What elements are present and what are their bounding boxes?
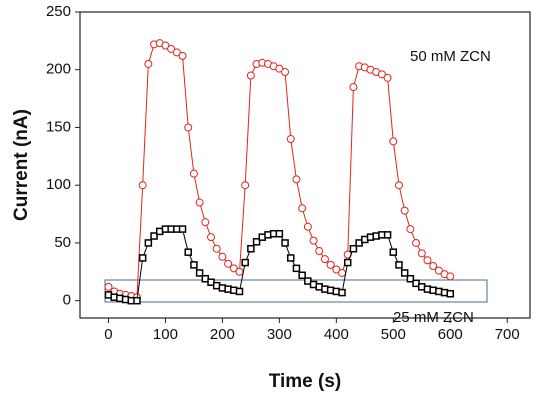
data-point bbox=[389, 248, 398, 256]
data-point bbox=[446, 272, 455, 281]
data-point bbox=[298, 204, 307, 213]
data-point bbox=[218, 252, 227, 261]
y-tick-label: 250 bbox=[46, 3, 71, 20]
plot-frame bbox=[79, 11, 531, 319]
y-tick-label: 100 bbox=[46, 176, 71, 193]
x-tick-label: 400 bbox=[324, 326, 349, 343]
data-point bbox=[434, 266, 443, 275]
data-point bbox=[429, 262, 438, 271]
x-tick-label: 100 bbox=[153, 326, 178, 343]
x-tick-label: 500 bbox=[381, 326, 406, 343]
data-point bbox=[235, 267, 244, 276]
data-point bbox=[400, 269, 409, 277]
data-point bbox=[224, 259, 233, 268]
data-point bbox=[252, 238, 261, 246]
data-point bbox=[383, 73, 392, 82]
data-point bbox=[229, 264, 238, 273]
data-point bbox=[298, 271, 306, 280]
x-tick-label: 600 bbox=[438, 326, 463, 343]
data-point bbox=[247, 244, 255, 253]
data-point bbox=[246, 71, 255, 80]
y-tick-label: 50 bbox=[54, 234, 71, 251]
data-point bbox=[241, 181, 250, 190]
data-point bbox=[309, 236, 318, 245]
data-point bbox=[281, 239, 289, 247]
data-point bbox=[303, 222, 312, 231]
data-point bbox=[412, 238, 421, 247]
data-point bbox=[406, 225, 415, 234]
data-point bbox=[292, 264, 301, 273]
x-tick-label: 300 bbox=[267, 326, 292, 343]
data-point bbox=[212, 244, 221, 253]
data-point bbox=[172, 48, 181, 57]
data-point bbox=[423, 256, 432, 265]
data-point bbox=[417, 249, 426, 258]
data-point bbox=[377, 70, 386, 79]
x-tick-label: 200 bbox=[210, 326, 235, 343]
data-point bbox=[195, 269, 204, 277]
data-point bbox=[395, 261, 403, 269]
data-point bbox=[201, 218, 210, 227]
data-point bbox=[338, 288, 346, 297]
data-point bbox=[207, 233, 216, 242]
data-point bbox=[150, 232, 158, 240]
data-point bbox=[161, 41, 170, 50]
data-point bbox=[446, 290, 455, 298]
annotation: 50 mM ZCN bbox=[410, 48, 491, 65]
y-tick-label: 150 bbox=[46, 118, 71, 135]
data-point bbox=[326, 260, 335, 269]
annotation: 25 mM ZCN bbox=[393, 309, 474, 326]
data-point bbox=[195, 198, 204, 207]
data-point bbox=[144, 239, 153, 247]
data-point bbox=[235, 287, 244, 296]
data-point bbox=[292, 175, 301, 184]
data-point bbox=[315, 247, 324, 256]
data-point bbox=[241, 258, 249, 267]
y-tick-label: 200 bbox=[46, 61, 71, 78]
data-point bbox=[343, 258, 352, 267]
data-point bbox=[320, 255, 329, 264]
data-point bbox=[167, 44, 176, 53]
data-point bbox=[178, 225, 187, 233]
data-point bbox=[144, 59, 153, 68]
x-tick-label: 700 bbox=[495, 326, 520, 343]
data-point bbox=[383, 231, 392, 239]
data-point bbox=[389, 137, 398, 146]
y-axis-title: Current (nA) bbox=[11, 109, 32, 221]
data-point bbox=[281, 68, 290, 77]
series-line bbox=[108, 42, 451, 298]
data-point bbox=[178, 51, 187, 60]
data-point bbox=[332, 265, 341, 274]
data-point bbox=[287, 254, 295, 262]
data-point bbox=[394, 181, 403, 190]
y-tick-label: 0 bbox=[63, 292, 71, 309]
data-point bbox=[133, 296, 141, 305]
data-point bbox=[275, 229, 284, 238]
data-point bbox=[406, 274, 415, 283]
data-point bbox=[184, 248, 192, 256]
data-point bbox=[349, 83, 358, 92]
data-point bbox=[286, 135, 295, 144]
data-point bbox=[138, 181, 147, 190]
x-tick-label: 0 bbox=[104, 326, 112, 343]
x-axis-title: Time (s) bbox=[269, 371, 342, 392]
data-point bbox=[400, 206, 409, 215]
data-point bbox=[190, 261, 198, 269]
data-point bbox=[338, 268, 347, 277]
data-point bbox=[275, 64, 284, 73]
data-point bbox=[184, 123, 193, 132]
highlight-box bbox=[104, 279, 488, 303]
data-point bbox=[138, 254, 147, 262]
data-point bbox=[189, 169, 198, 178]
data-point bbox=[104, 282, 113, 291]
data-point bbox=[349, 244, 358, 253]
